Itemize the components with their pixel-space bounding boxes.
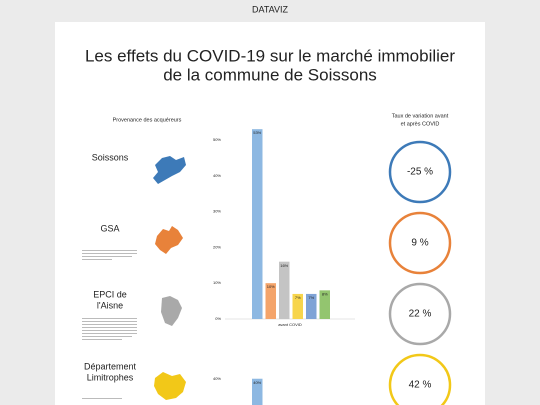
title: de la commune de Soissons (163, 65, 377, 84)
value-label: 53% (253, 130, 261, 135)
value-label: 16% (280, 263, 288, 268)
origins-title: Provenance des acquéreurs (113, 117, 182, 123)
map-soissons (153, 156, 186, 184)
origin-name: Limitrophes (87, 372, 134, 382)
variation-label: -25 % (407, 167, 433, 178)
variation-ring (388, 211, 452, 275)
variation-title: Taux de variation avant (392, 113, 449, 119)
value-label: 40% (253, 380, 261, 385)
origin-name: EPCI de (93, 289, 127, 299)
variation-label: 22 % (409, 309, 432, 320)
origin-name: GSA (100, 223, 119, 233)
small-print (82, 250, 137, 399)
variation-label: 9 % (411, 238, 428, 249)
variation-label: 42 % (409, 380, 432, 391)
bar (292, 293, 303, 319)
origin-name: Soissons (92, 152, 129, 162)
variation-ring (388, 140, 452, 204)
bar (279, 261, 290, 319)
variation-ring (388, 282, 452, 346)
value-label: 10% (267, 284, 275, 289)
bar (306, 293, 317, 319)
variation-title: et après COVID (401, 121, 440, 127)
bar (252, 378, 263, 405)
title: Les effets du COVID-19 sur le marché imm… (85, 46, 455, 65)
y-tick-label: 50% (213, 137, 221, 142)
value-label: 7% (295, 295, 301, 300)
bar (252, 129, 263, 319)
x-tick-label: avant COVID (278, 322, 302, 327)
value-label: 8% (322, 291, 328, 296)
origin-name: Département (84, 361, 137, 371)
y-tick-label: 10% (213, 280, 221, 285)
y-tick-label: 40% (213, 376, 221, 381)
y-tick-label: 20% (213, 244, 221, 249)
y-tick-label: 30% (213, 209, 221, 214)
value-label: 7% (308, 295, 314, 300)
bar (265, 283, 276, 319)
map-departements (154, 372, 186, 400)
y-tick-label: 0% (215, 316, 221, 321)
map-epci (161, 296, 182, 326)
y-tick-label: 40% (213, 173, 221, 178)
bar (319, 290, 330, 319)
origin-name: l'Aisne (97, 300, 123, 310)
app-title: DATAVIZ (252, 4, 289, 14)
variation-ring (388, 353, 452, 405)
map-gsa (155, 226, 183, 254)
maps (153, 156, 186, 400)
